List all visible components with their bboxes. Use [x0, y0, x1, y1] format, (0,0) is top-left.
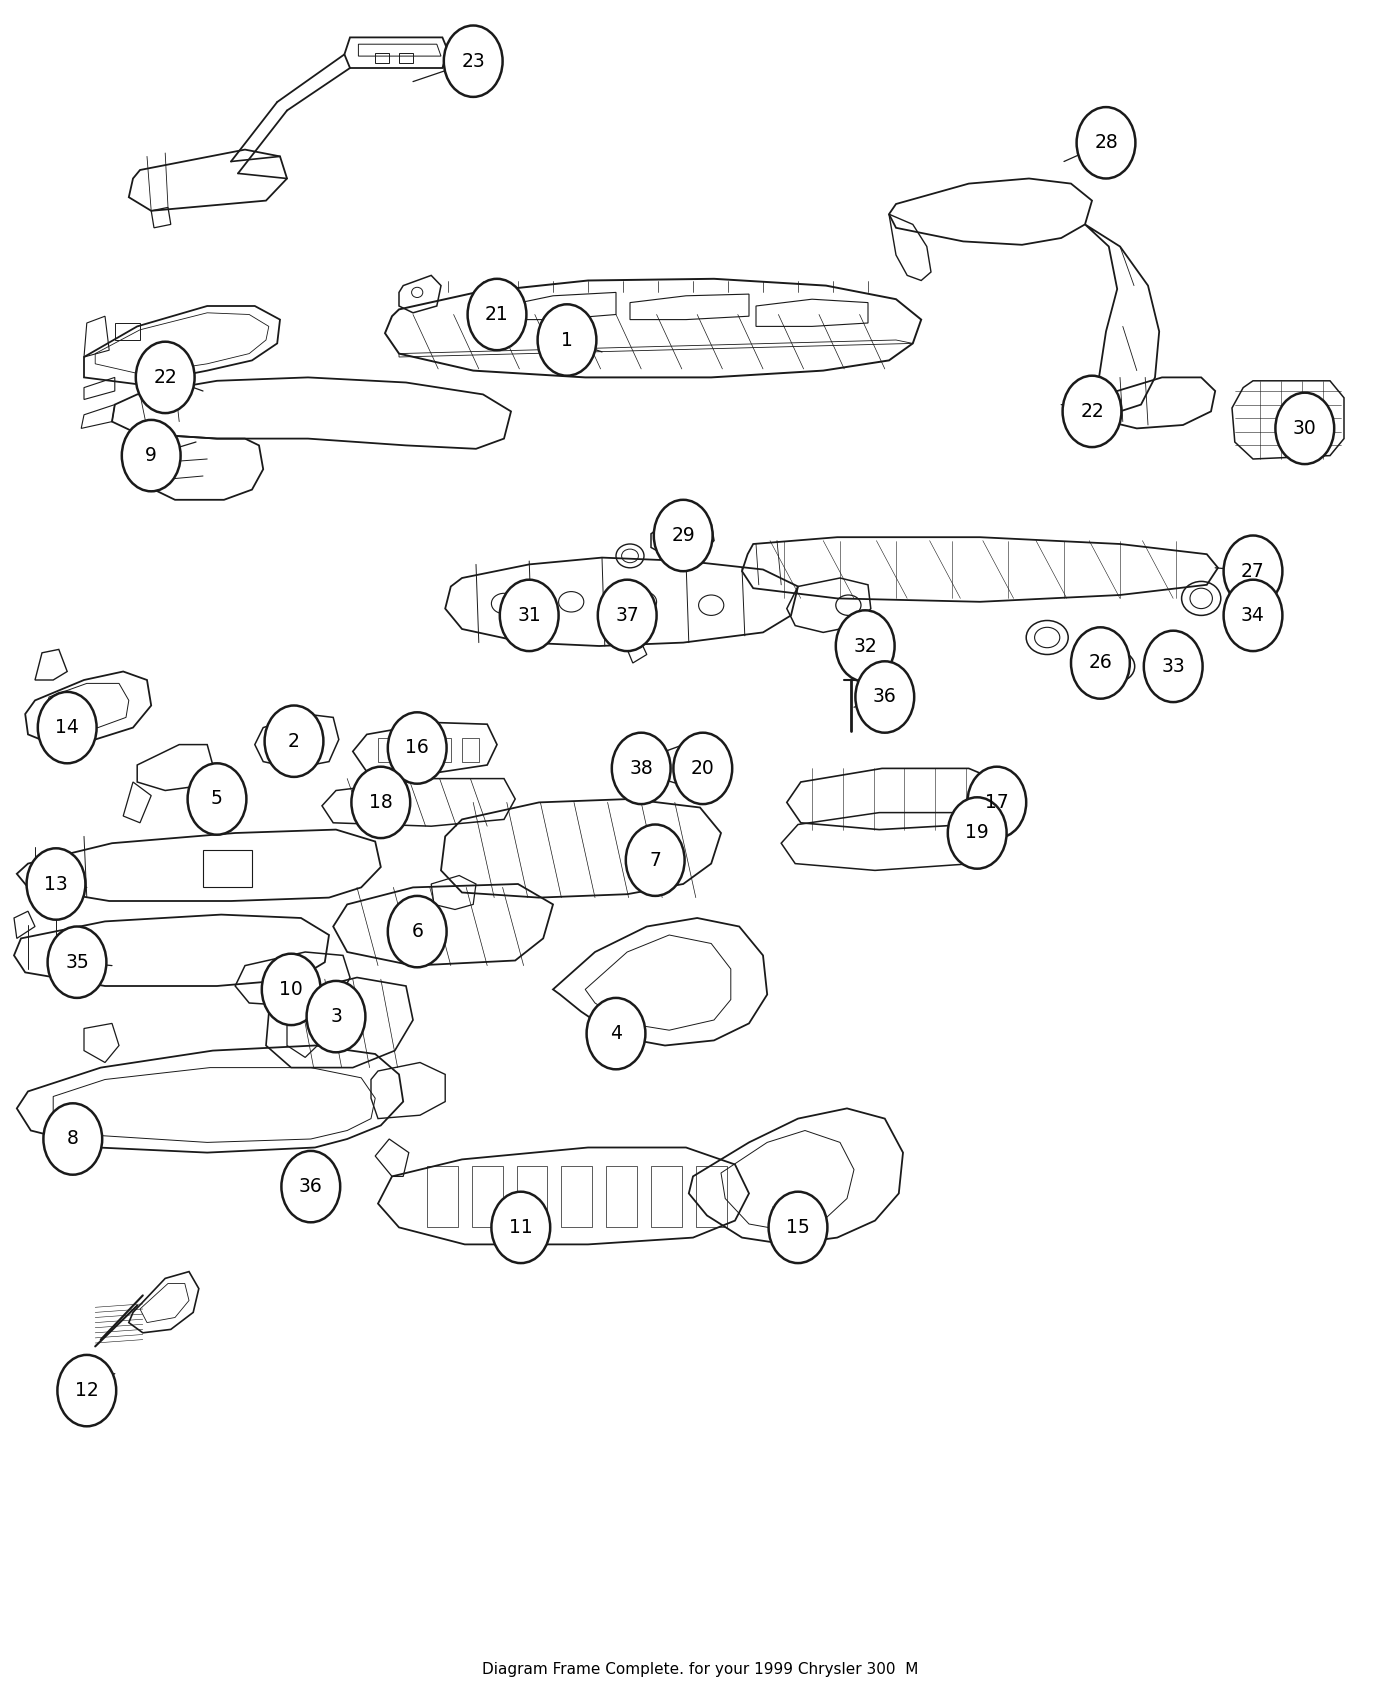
Text: Diagram Frame Complete. for your 1999 Chrysler 300  M: Diagram Frame Complete. for your 1999 Ch… — [482, 1663, 918, 1676]
Circle shape — [468, 279, 526, 350]
Circle shape — [188, 763, 246, 835]
Text: 1: 1 — [561, 330, 573, 350]
Circle shape — [538, 304, 596, 376]
Circle shape — [626, 824, 685, 896]
Text: 26: 26 — [1089, 653, 1112, 673]
Text: 5: 5 — [211, 789, 223, 809]
Circle shape — [598, 580, 657, 651]
Text: 2: 2 — [288, 731, 300, 751]
Circle shape — [1071, 627, 1130, 699]
Text: 14: 14 — [55, 717, 80, 738]
Text: 37: 37 — [616, 605, 638, 626]
Text: 6: 6 — [412, 921, 423, 942]
Text: 3: 3 — [330, 1006, 342, 1027]
Circle shape — [27, 848, 85, 920]
Text: 8: 8 — [67, 1129, 78, 1149]
Circle shape — [307, 981, 365, 1052]
Text: 12: 12 — [76, 1380, 98, 1401]
Circle shape — [122, 420, 181, 491]
Circle shape — [500, 580, 559, 651]
Text: 9: 9 — [146, 445, 157, 466]
Bar — [280, 731, 315, 751]
Circle shape — [38, 692, 97, 763]
Text: 17: 17 — [986, 792, 1008, 813]
Text: 20: 20 — [692, 758, 714, 779]
Text: 28: 28 — [1095, 133, 1117, 153]
Circle shape — [281, 1151, 340, 1222]
Text: 4: 4 — [610, 1023, 622, 1044]
Circle shape — [673, 733, 732, 804]
Text: 29: 29 — [672, 525, 694, 546]
Bar — [427, 1166, 458, 1227]
Bar — [651, 1166, 682, 1227]
Bar — [472, 1166, 503, 1227]
Bar — [115, 323, 140, 340]
Circle shape — [1144, 631, 1203, 702]
Bar — [434, 738, 451, 762]
Circle shape — [1224, 580, 1282, 651]
Circle shape — [1077, 107, 1135, 178]
Circle shape — [262, 954, 321, 1025]
Circle shape — [1275, 393, 1334, 464]
Text: 15: 15 — [787, 1217, 809, 1238]
Circle shape — [444, 26, 503, 97]
Bar — [375, 53, 389, 63]
Text: 13: 13 — [45, 874, 67, 894]
Circle shape — [388, 896, 447, 967]
Text: 11: 11 — [510, 1217, 532, 1238]
Circle shape — [265, 706, 323, 777]
Text: 35: 35 — [66, 952, 88, 972]
Bar — [203, 850, 252, 887]
Text: 18: 18 — [370, 792, 392, 813]
Circle shape — [769, 1192, 827, 1263]
Circle shape — [967, 767, 1026, 838]
Bar — [696, 1166, 727, 1227]
Bar — [399, 53, 413, 63]
Bar — [561, 1166, 592, 1227]
Circle shape — [1063, 376, 1121, 447]
Bar — [517, 1166, 547, 1227]
Text: 32: 32 — [854, 636, 876, 656]
Text: 31: 31 — [518, 605, 540, 626]
Circle shape — [612, 733, 671, 804]
Circle shape — [57, 1355, 116, 1426]
Text: 7: 7 — [650, 850, 661, 870]
Circle shape — [587, 998, 645, 1069]
Text: 27: 27 — [1242, 561, 1264, 581]
Circle shape — [654, 500, 713, 571]
Circle shape — [43, 1103, 102, 1175]
Text: 22: 22 — [154, 367, 176, 388]
Text: 21: 21 — [486, 304, 508, 325]
Text: 36: 36 — [300, 1176, 322, 1197]
Bar — [462, 738, 479, 762]
Circle shape — [388, 712, 447, 784]
Text: 23: 23 — [462, 51, 484, 71]
Text: 34: 34 — [1240, 605, 1266, 626]
Text: 38: 38 — [630, 758, 652, 779]
Bar — [606, 1166, 637, 1227]
Circle shape — [351, 767, 410, 838]
Text: 10: 10 — [280, 979, 302, 1000]
Text: 16: 16 — [406, 738, 428, 758]
Circle shape — [48, 927, 106, 998]
Text: 19: 19 — [966, 823, 988, 843]
Circle shape — [136, 342, 195, 413]
Text: 22: 22 — [1081, 401, 1103, 422]
Text: 33: 33 — [1162, 656, 1184, 677]
Circle shape — [855, 661, 914, 733]
Circle shape — [1224, 536, 1282, 607]
Circle shape — [491, 1192, 550, 1263]
Text: 30: 30 — [1294, 418, 1316, 439]
Bar — [378, 738, 395, 762]
Circle shape — [948, 797, 1007, 869]
Bar — [406, 738, 423, 762]
Text: 36: 36 — [874, 687, 896, 707]
Circle shape — [836, 610, 895, 682]
